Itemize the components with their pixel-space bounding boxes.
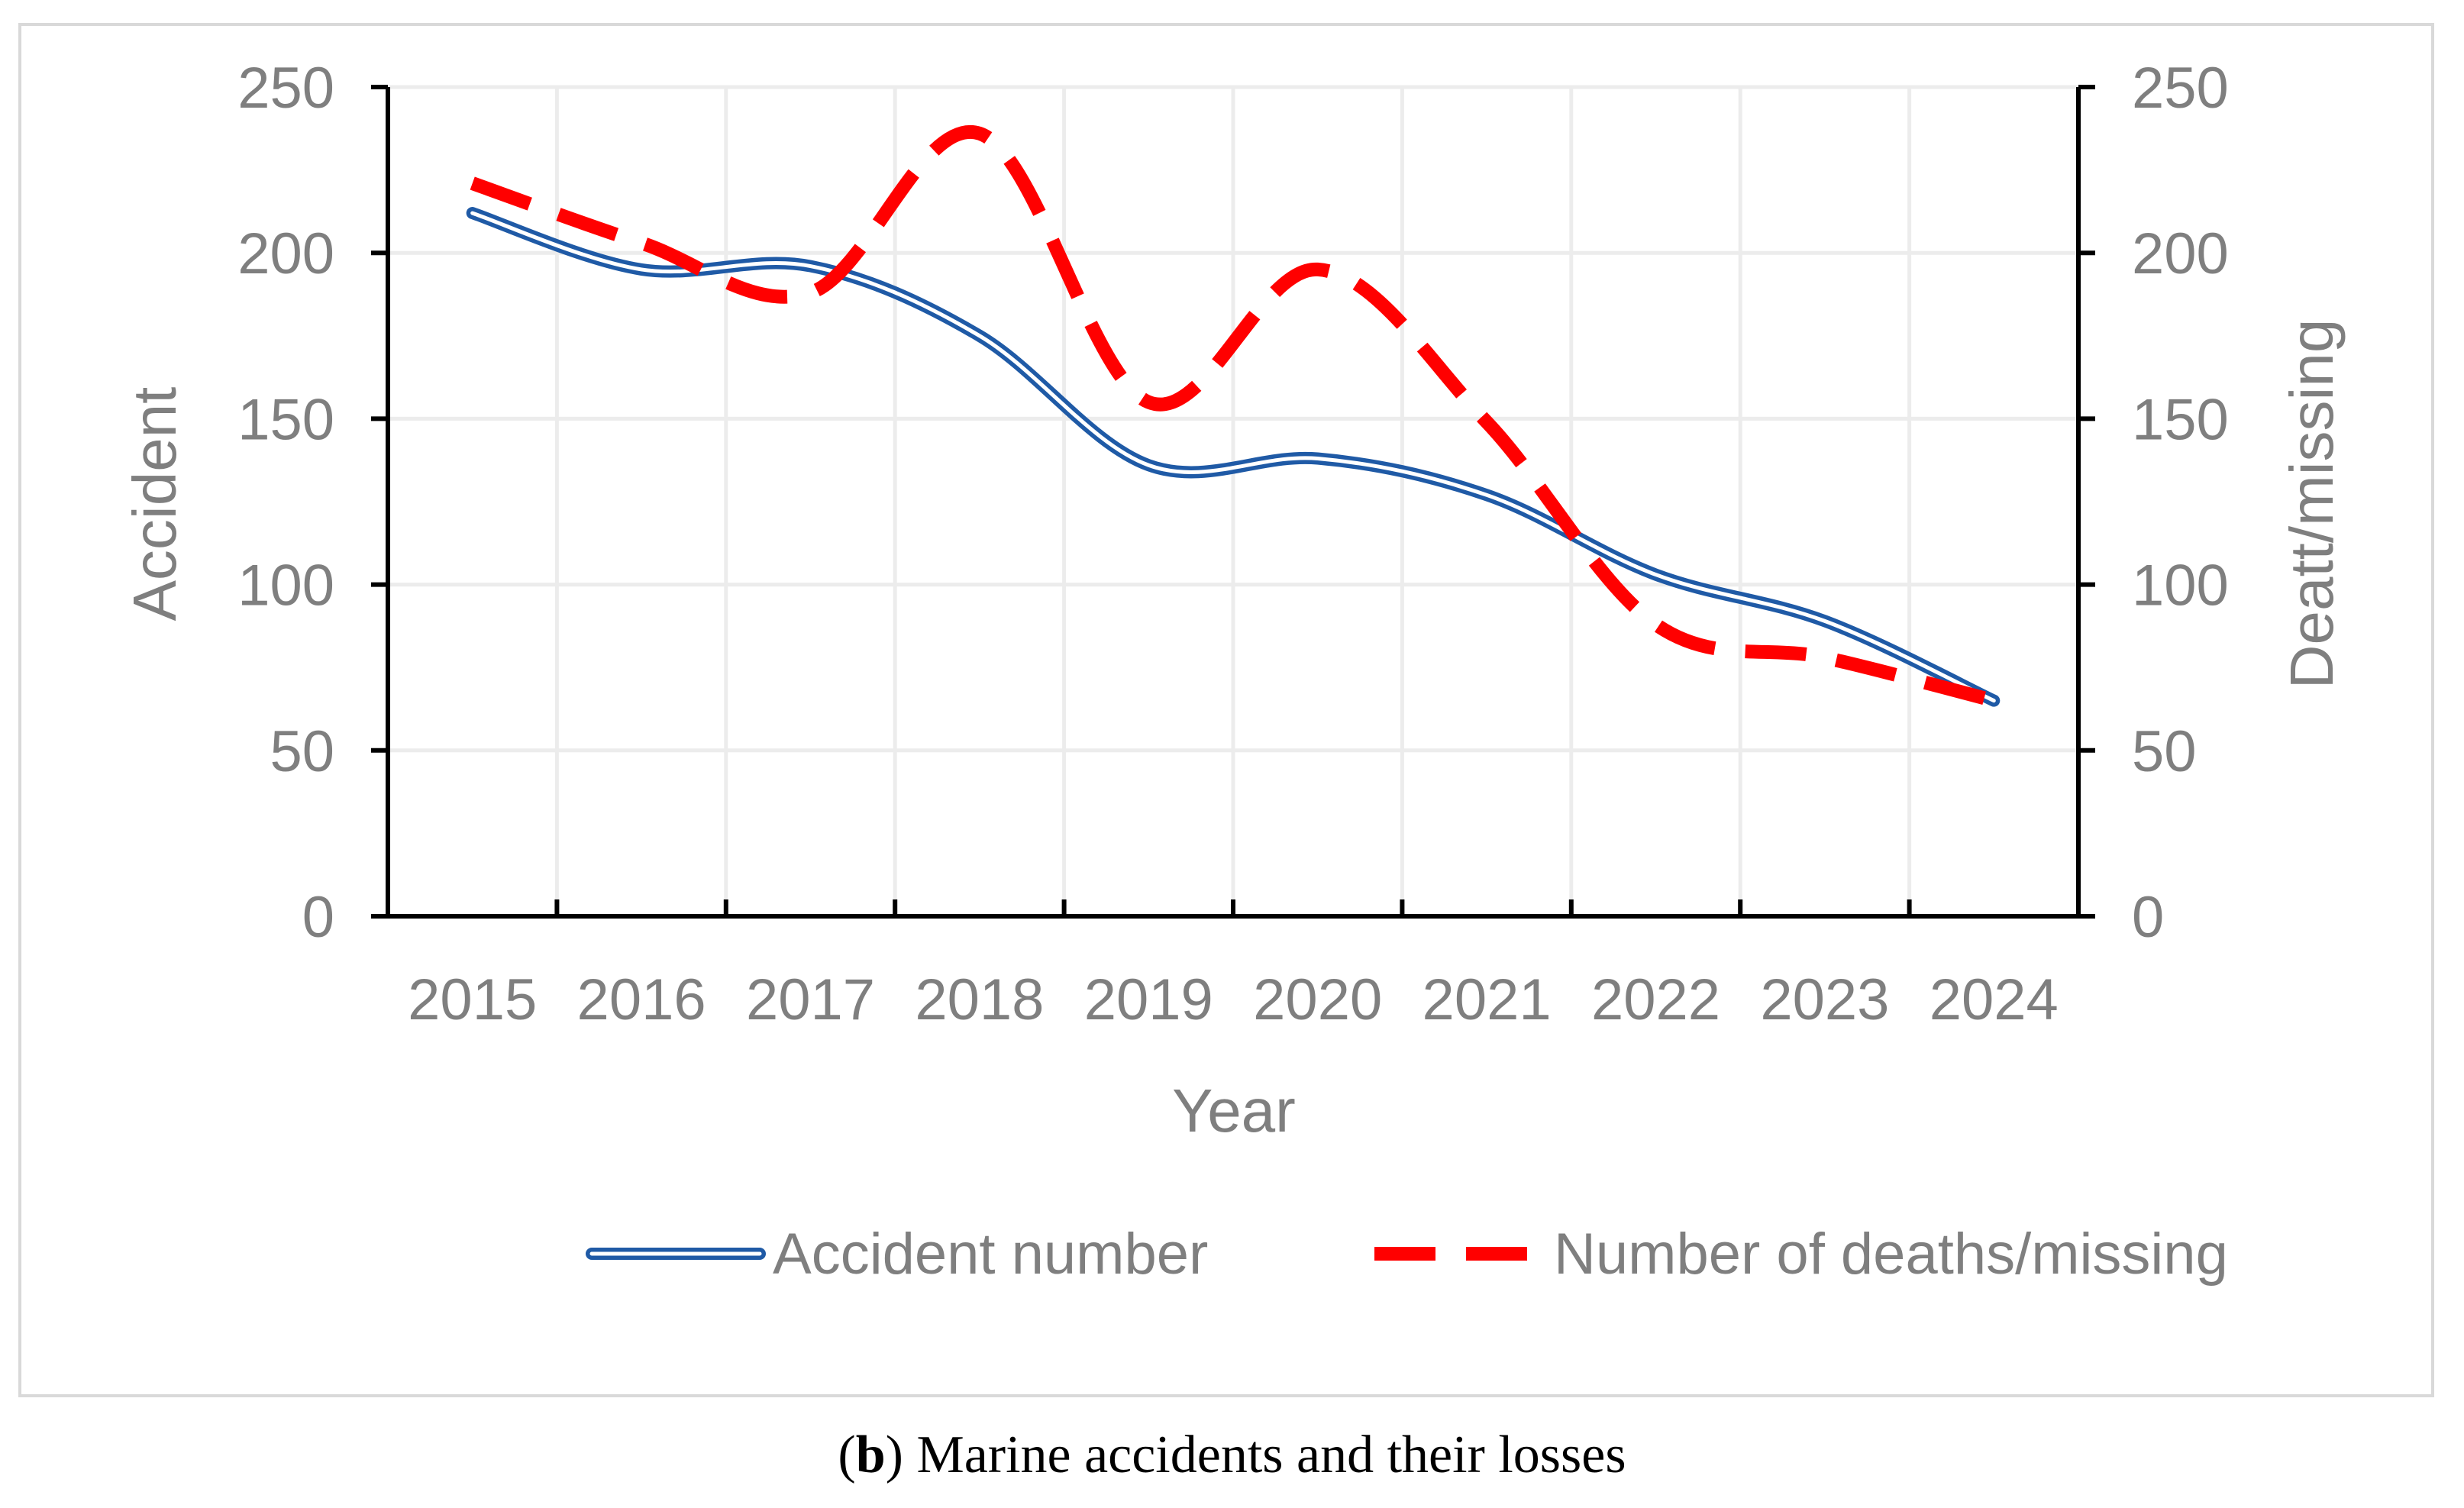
- legend-item-deaths-missing: Number of deaths/missing: [1374, 1222, 2228, 1287]
- y2-tick-label-50: 50: [2132, 719, 2197, 784]
- y-axis-title: Accident: [121, 387, 189, 622]
- series-deaths-missing-point-2020: [1313, 265, 1322, 274]
- series-lines: [466, 124, 2001, 708]
- series-accident-number-point-2017: [806, 262, 815, 271]
- series-deaths-missing-point-2015: [468, 179, 477, 188]
- x-tick-labels: 2015 2016 2017 2018 2019 2020 2021 2022 2023 2024: [408, 967, 2059, 1032]
- series-accident-number-point-2020: [1313, 454, 1322, 463]
- figure-caption: (b) Marine accidents and their losses: [0, 1425, 2464, 1486]
- series-deaths-missing-point-2018: [975, 129, 984, 138]
- gridlines: [388, 85, 2078, 916]
- x-tick-label-2015: 2015: [408, 967, 537, 1032]
- x-tick-label-2018: 2018: [915, 967, 1044, 1032]
- left-tick-labels: 0 50 100 150 200 250: [237, 56, 334, 950]
- right-tick-labels: 0 50 100 150 200 250: [2132, 56, 2229, 950]
- x-tick-label-2022: 2022: [1591, 967, 1720, 1032]
- y2-tick-label-250: 250: [2132, 56, 2229, 121]
- y2-tick-label-0: 0: [2132, 885, 2164, 950]
- y-tick-label-50: 50: [270, 719, 334, 784]
- x-tick-label-2021: 2021: [1423, 967, 1552, 1032]
- y-tick-label-150: 150: [237, 387, 334, 452]
- legend-label-deaths-missing: Number of deaths/missing: [1554, 1222, 2228, 1287]
- y-tick-label-200: 200: [237, 221, 334, 286]
- x-tick-label-2019: 2019: [1084, 967, 1213, 1032]
- y-tick-label-0: 0: [302, 885, 334, 950]
- caption-text: ) Marine accidents and their losses: [885, 1426, 1626, 1484]
- series-accident-number-point-2015: [468, 208, 477, 218]
- legend-item-accident-number: Accident number: [586, 1222, 1208, 1287]
- series-deaths-missing-point-2017: [806, 288, 815, 297]
- series-accident-number-point-2023: [1820, 616, 1829, 625]
- series-accident-number-point-2018: [975, 331, 984, 341]
- y-tick-label-250: 250: [237, 56, 334, 121]
- series-accident-number-point-2016: [637, 265, 646, 274]
- y2-axis-title: Deatt/missing: [2278, 319, 2346, 689]
- series-deaths-missing-point-2019: [1144, 398, 1153, 407]
- series-deaths-missing-point-2016: [637, 238, 646, 247]
- y-tick-label-100: 100: [237, 554, 334, 618]
- series-deaths-missing-line: [470, 124, 1996, 708]
- legend-label-accident-number: Accident number: [773, 1222, 1208, 1287]
- series-deaths-missing-point-2021: [1482, 418, 1491, 427]
- caption-open-paren: (: [838, 1426, 856, 1484]
- y2-tick-label-150: 150: [2132, 387, 2229, 452]
- series-deaths-missing-point-2024: [1989, 696, 1998, 706]
- legend: Accident number Number of deaths/missing: [586, 1222, 2228, 1287]
- x-tick-label-2023: 2023: [1760, 967, 1889, 1032]
- y2-tick-label-200: 200: [2132, 221, 2229, 286]
- x-axis-title: Year: [1172, 1077, 1296, 1145]
- series-accident-number-point-2019: [1144, 460, 1153, 470]
- series-deaths-missing-point-2023: [1820, 653, 1829, 662]
- x-tick-label-2017: 2017: [746, 967, 875, 1032]
- x-tick-label-2024: 2024: [1930, 967, 2059, 1032]
- x-tick-label-2016: 2016: [577, 967, 706, 1032]
- caption-label: b: [855, 1426, 886, 1484]
- axes: [371, 85, 2095, 919]
- y2-tick-label-100: 100: [2132, 554, 2229, 618]
- series-deaths-missing-point-2022: [1652, 620, 1661, 629]
- series-accident-number-point-2022: [1652, 570, 1661, 580]
- x-tick-label-2020: 2020: [1253, 967, 1382, 1032]
- series-accident-number-point-2021: [1482, 490, 1491, 499]
- series-accident-number-line-inner: [470, 211, 1996, 703]
